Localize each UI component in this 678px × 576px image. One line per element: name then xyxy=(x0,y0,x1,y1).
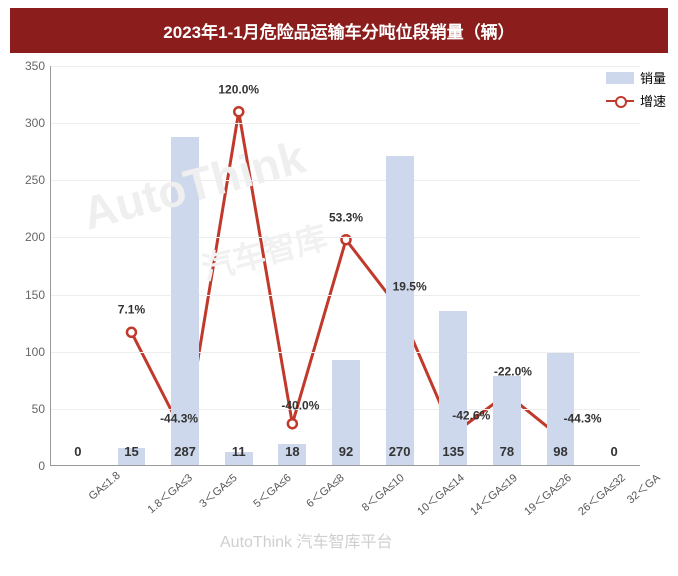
line-value-label: 120.0% xyxy=(218,82,259,96)
y-tick-label: 100 xyxy=(25,345,51,359)
plot-area: 0501001502002503003500GA≤1.8151.8＜GA≤328… xyxy=(50,66,640,466)
bar-value-label: 18 xyxy=(285,444,299,459)
x-tick-label: 19＜GA≤26 xyxy=(516,465,574,519)
line-marker xyxy=(234,107,243,116)
line-value-label: -40.0% xyxy=(281,398,319,412)
bar xyxy=(386,156,414,465)
x-tick-label: 14＜GA≤19 xyxy=(463,465,521,519)
bar-value-label: 78 xyxy=(500,444,514,459)
chart-title: 2023年1-1月危险品运输车分吨位段销量（辆） xyxy=(10,8,668,53)
gridline xyxy=(51,295,640,296)
chart-container: 2023年1-1月危险品运输车分吨位段销量（辆） 销量 增速 050100150… xyxy=(0,8,678,576)
bar-value-label: 15 xyxy=(124,444,138,459)
bar-value-label: 92 xyxy=(339,444,353,459)
gridline xyxy=(51,180,640,181)
bar-value-label: 287 xyxy=(174,444,196,459)
x-tick-label: GA≤1.8 xyxy=(83,465,123,503)
legend-label-bars: 销量 xyxy=(640,68,666,87)
bar-value-label: 0 xyxy=(74,444,81,459)
gridline xyxy=(51,123,640,124)
x-tick-label: 1.8＜GA≤3 xyxy=(140,465,196,517)
gridline xyxy=(51,237,640,238)
bar xyxy=(439,311,467,465)
bar-value-label: 98 xyxy=(553,444,567,459)
y-tick-label: 300 xyxy=(25,116,51,130)
footer-watermark: AutoThink 汽车智库平台 xyxy=(220,528,393,552)
y-tick-label: 150 xyxy=(25,288,51,302)
line-value-label: -42.6% xyxy=(452,409,490,423)
y-tick-label: 350 xyxy=(25,59,51,73)
x-tick-label: 8＜GA≤10 xyxy=(354,465,407,515)
x-tick-label: 3＜GA≤5 xyxy=(192,465,241,511)
y-tick-label: 0 xyxy=(38,459,51,473)
y-tick-label: 50 xyxy=(32,402,51,416)
x-tick-label: 10＜GA≤14 xyxy=(409,465,467,519)
line-value-label: -22.0% xyxy=(494,365,532,379)
line-value-label: 19.5% xyxy=(393,280,427,294)
line-value-label: -44.3% xyxy=(564,412,602,426)
line-marker xyxy=(127,328,136,337)
legend-label-line: 增速 xyxy=(640,91,666,110)
x-tick-label: 5＜GA≤6 xyxy=(245,465,294,511)
bar-value-label: 0 xyxy=(611,444,618,459)
bar-value-label: 135 xyxy=(442,444,464,459)
line-value-label: -44.3% xyxy=(160,412,198,426)
y-tick-label: 200 xyxy=(25,230,51,244)
x-tick-label: 26＜GA≤32 xyxy=(570,465,628,519)
bar-value-label: 270 xyxy=(389,444,411,459)
line-marker xyxy=(288,419,297,428)
line-value-label: 7.1% xyxy=(118,303,145,317)
x-tick-label: 32＜GA xyxy=(619,465,663,507)
x-tick-label: 6＜GA≤8 xyxy=(299,465,348,511)
y-tick-label: 250 xyxy=(25,173,51,187)
bar-value-label: 11 xyxy=(232,444,246,459)
gridline xyxy=(51,66,640,67)
line-value-label: 53.3% xyxy=(329,210,363,224)
